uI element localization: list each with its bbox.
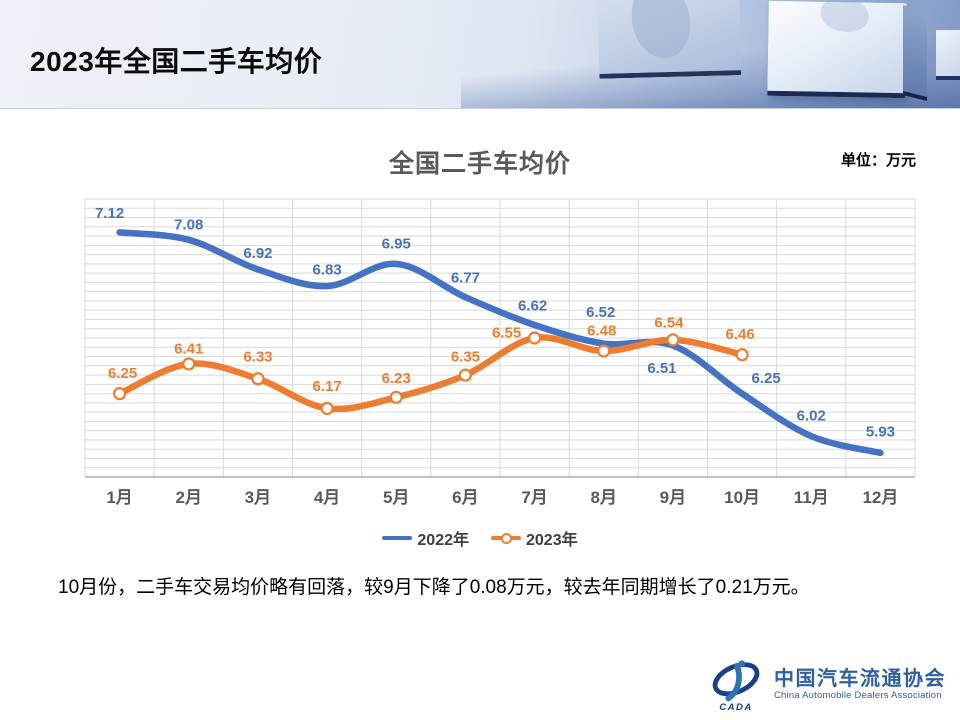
svg-text:6.54: 6.54	[654, 314, 684, 331]
svg-text:6.23: 6.23	[382, 370, 411, 387]
legend-label-2023: 2023年	[526, 532, 578, 549]
legend-line-swatch-2023	[491, 532, 521, 544]
svg-text:9月: 9月	[660, 488, 686, 507]
svg-text:8月: 8月	[591, 488, 617, 507]
logo-title-cn: 中国汽车流通协会	[774, 668, 946, 691]
svg-text:6.25: 6.25	[108, 365, 137, 382]
svg-text:6.92: 6.92	[243, 245, 272, 262]
svg-text:6.83: 6.83	[312, 262, 341, 279]
logo-subtitle-en: China Automobile Dealers Association	[774, 690, 942, 702]
svg-text:3月: 3月	[245, 488, 271, 507]
svg-text:6.77: 6.77	[451, 270, 480, 287]
svg-text:2月: 2月	[176, 488, 202, 507]
svg-text:6.51: 6.51	[647, 360, 676, 377]
cada-emblem-text: CADA	[719, 702, 753, 712]
svg-text:6.25: 6.25	[751, 370, 780, 387]
header-banner: 2023年全国二手车均价	[0, 0, 960, 109]
svg-text:4月: 4月	[314, 488, 340, 507]
svg-text:5.93: 5.93	[866, 423, 895, 440]
svg-text:6.55: 6.55	[492, 325, 521, 342]
svg-text:5月: 5月	[383, 488, 409, 507]
slide-title: 2023年全国二手车均价	[30, 46, 323, 77]
cada-emblem-icon: CADA	[712, 660, 760, 712]
svg-text:6.48: 6.48	[587, 322, 616, 339]
legend-item-2022: 2022年	[382, 526, 469, 550]
svg-text:11月: 11月	[794, 488, 829, 507]
svg-text:7.12: 7.12	[95, 205, 124, 222]
svg-text:6月: 6月	[452, 488, 478, 507]
svg-text:6.35: 6.35	[451, 349, 480, 366]
commentary-text: 10月份，二手车交易均价略有回落，较9月下降了0.08万元，较去年同期增长了0.…	[58, 577, 810, 598]
svg-text:6.62: 6.62	[518, 298, 547, 315]
legend-line-swatch-2022	[382, 536, 413, 540]
svg-text:6.95: 6.95	[382, 235, 411, 252]
svg-text:10月: 10月	[724, 488, 760, 507]
chart-title: 全国二手车均价	[388, 150, 571, 178]
unit-label: 单位：万元	[840, 152, 916, 169]
svg-text:6.33: 6.33	[243, 348, 272, 365]
logo-text: 中国汽车流通协会 China Automobile Dealers Associ…	[774, 668, 946, 702]
svg-text:7月: 7月	[521, 488, 547, 507]
legend-label-2022: 2022年	[417, 532, 469, 549]
svg-text:12月: 12月	[862, 488, 898, 507]
svg-text:1月: 1月	[106, 488, 132, 507]
legend-marker-dot	[500, 532, 512, 544]
svg-text:6.41: 6.41	[174, 340, 203, 357]
cube-decoration-3	[936, 30, 960, 80]
svg-text:6.17: 6.17	[312, 378, 341, 395]
svg-text:6.52: 6.52	[586, 304, 615, 321]
svg-text:6.46: 6.46	[725, 326, 754, 343]
legend-item-2023: 2023年	[491, 526, 578, 550]
svg-text:6.02: 6.02	[797, 408, 826, 425]
svg-text:7.08: 7.08	[174, 216, 203, 233]
footer-logo: CADA 中国汽车流通协会 China Automobile Dealers A…	[708, 658, 946, 712]
chart-legend: 2022年 2023年	[0, 526, 960, 550]
